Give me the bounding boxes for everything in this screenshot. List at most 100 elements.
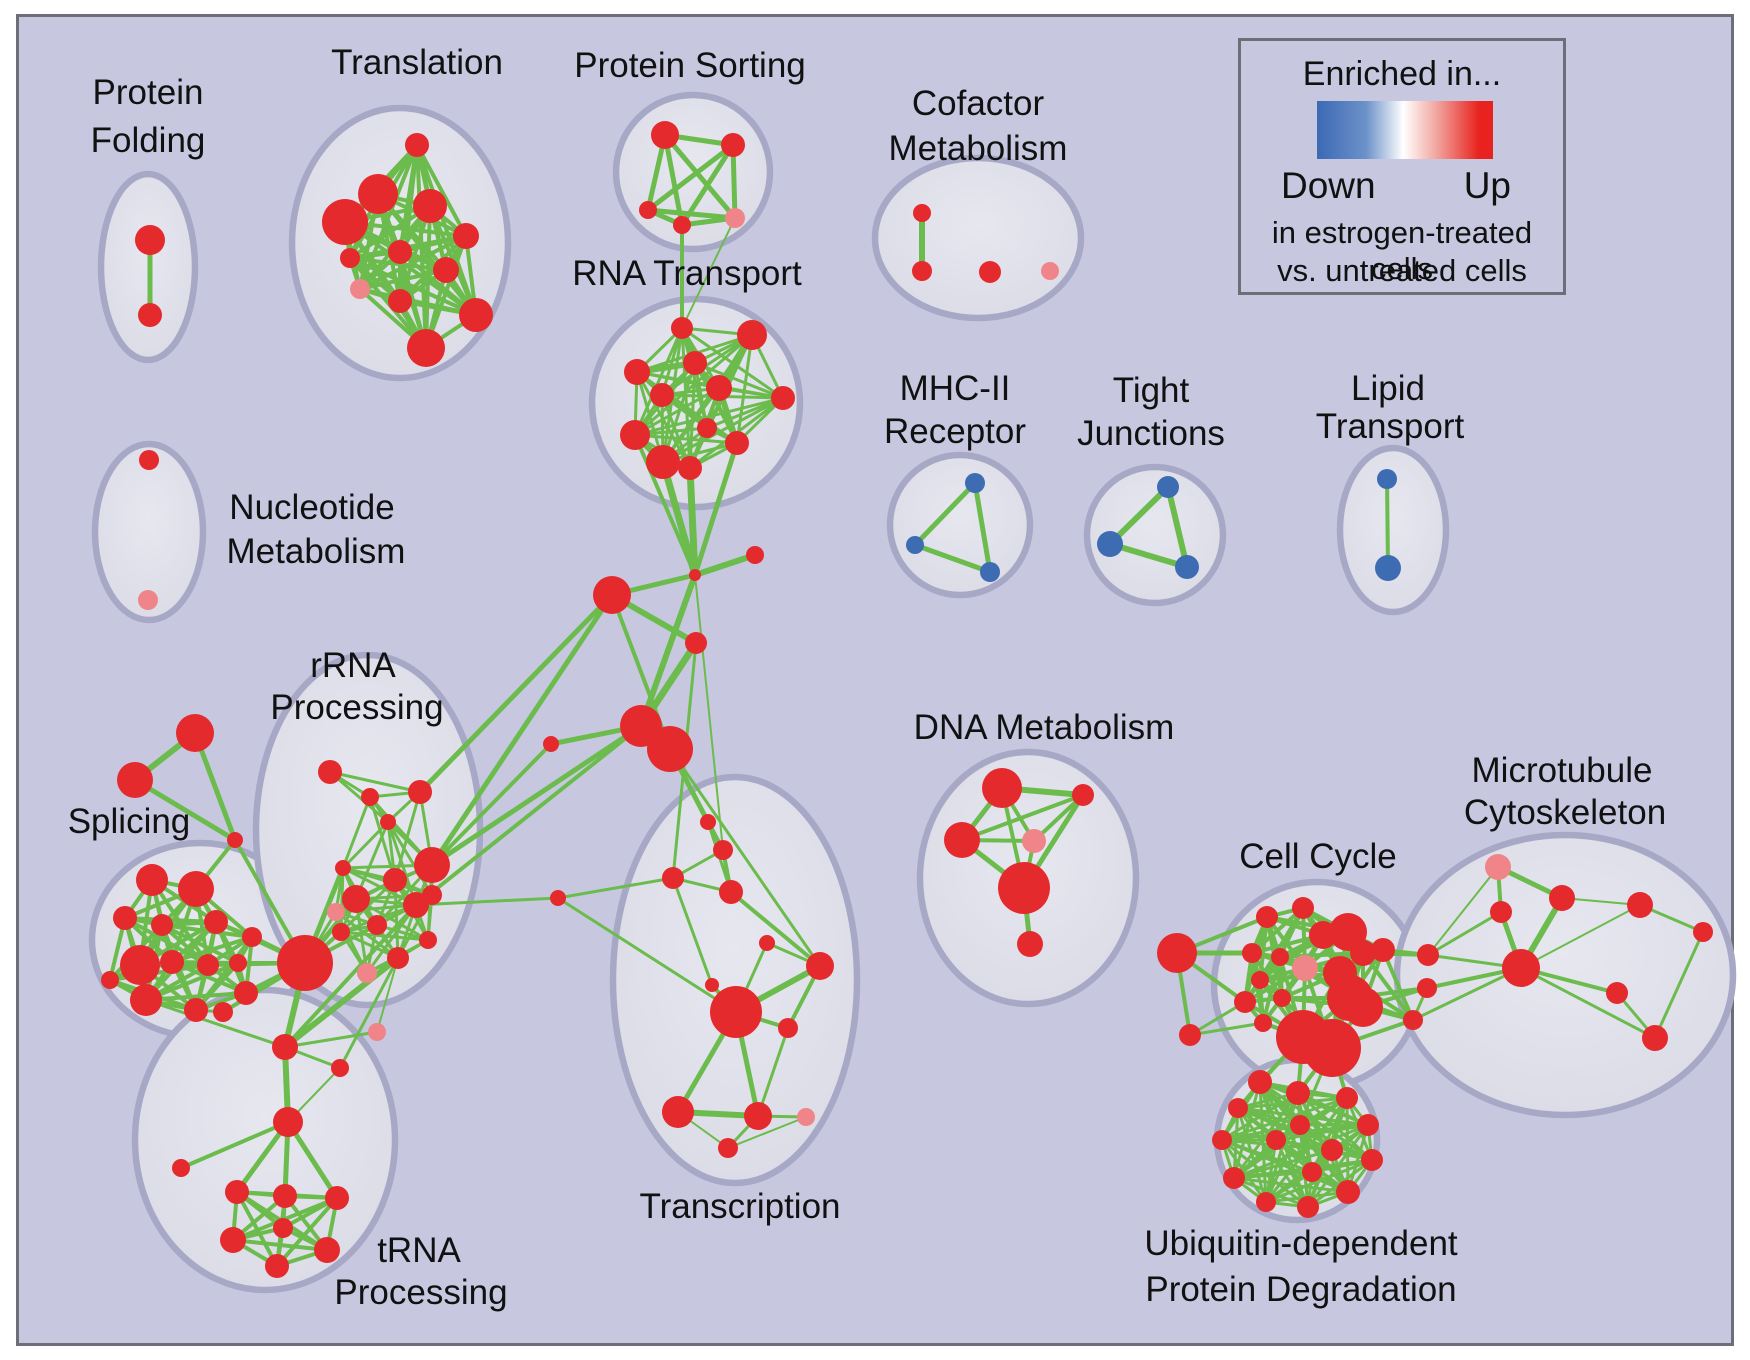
node-s11 [184, 998, 208, 1022]
edge [1107, 541, 1190, 570]
edge [756, 1026, 790, 1118]
node-sb [117, 762, 153, 798]
edge [1236, 1106, 1268, 1204]
edge [694, 574, 724, 851]
node-ps2 [721, 133, 745, 157]
node-tr11 [407, 329, 445, 367]
node-t10 [778, 1018, 798, 1038]
node-g2 [331, 1059, 349, 1077]
node-u1 [1248, 1070, 1272, 1094]
node-cc6 [1271, 948, 1289, 966]
node-u4 [1357, 1114, 1379, 1136]
legend-box: Enriched in... Down Up in estrogen-treat… [1238, 38, 1566, 295]
node-j1 [689, 569, 701, 581]
node-lt2 [1375, 555, 1401, 581]
node-dn3 [944, 822, 980, 858]
node-rt9 [697, 418, 717, 438]
node-t4 [719, 880, 743, 904]
edge [1232, 1170, 1314, 1180]
edge [645, 207, 738, 221]
cluster-label-ubiquitin-2: Protein Degradation [1145, 1270, 1456, 1309]
node-s4 [151, 914, 173, 936]
node-pkc [357, 963, 377, 983]
cluster-ellipse-transcription [609, 773, 861, 1187]
node-lt1 [1377, 469, 1397, 489]
node-dn4 [1022, 829, 1046, 853]
cluster-label-microtubule-1: Microtubule [1472, 751, 1653, 790]
cluster-label-ubiquitin-1: Ubiquitin-dependent [1144, 1224, 1458, 1263]
edge [556, 896, 738, 1014]
node-cc15 [1254, 1014, 1272, 1032]
node-t11 [662, 1096, 694, 1128]
node-u11 [1228, 1098, 1248, 1118]
node-u14 [1266, 1130, 1286, 1150]
node-u6 [1336, 1180, 1360, 1204]
node-tr12 [340, 248, 360, 268]
edge [132, 777, 238, 843]
edge [705, 396, 785, 430]
node-ps1 [651, 121, 679, 149]
node-s6 [242, 927, 262, 947]
edge [341, 820, 390, 870]
node-mc1 [1417, 944, 1439, 966]
node-cf2 [912, 261, 932, 281]
edge [170, 935, 254, 964]
cluster-ellipse-rrna-processing [252, 651, 484, 1009]
node-rt3 [624, 359, 650, 385]
node-r1 [318, 760, 342, 784]
node-r9 [403, 892, 429, 918]
node-mt6 [1627, 892, 1653, 918]
edge [1381, 948, 1415, 1022]
edge [1385, 477, 1390, 570]
cluster-label-rna-transport: RNA Transport [572, 254, 802, 293]
node-cc0b [1179, 1024, 1201, 1046]
node-cr1 [746, 546, 764, 564]
node-u9 [1223, 1167, 1245, 1189]
node-cf4 [1041, 262, 1059, 280]
edge [1411, 966, 1523, 1022]
node-t13 [797, 1108, 815, 1126]
node-u8 [1256, 1192, 1276, 1212]
edge [681, 217, 736, 329]
edge [633, 433, 739, 445]
edge [1561, 897, 1641, 906]
cluster-label-cell-cycle: Cell Cycle [1239, 837, 1397, 876]
edge [1165, 484, 1190, 570]
edge [730, 142, 738, 221]
edge [1220, 1123, 1302, 1142]
cluster-label-dna-metabolism: DNA Metabolism [914, 708, 1175, 747]
cluster-label-lipid-2: Transport [1316, 407, 1465, 446]
node-t1 [700, 814, 716, 830]
node-mc2 [1417, 978, 1437, 998]
node-g1 [213, 1002, 233, 1022]
node-cc19 [1403, 1010, 1423, 1030]
node-r7 [383, 868, 407, 892]
node-pkb [368, 1023, 386, 1041]
edge [912, 480, 978, 548]
edge [960, 793, 1085, 842]
cluster-label-mhc-2: Receptor [884, 412, 1026, 451]
node-s5 [204, 910, 228, 934]
edge [671, 876, 714, 987]
edge [328, 770, 390, 824]
node-r12 [422, 885, 442, 905]
node-tr4 [413, 189, 447, 223]
node-h1 [225, 1180, 249, 1204]
node-nm1 [139, 450, 159, 470]
node-mt8 [1642, 1025, 1668, 1051]
node-nm2 [138, 590, 158, 610]
node-r11 [332, 923, 350, 941]
edge [633, 326, 684, 437]
edge [144, 998, 287, 1049]
edge [662, 132, 685, 228]
node-sa [176, 714, 214, 752]
node-t3 [662, 867, 684, 889]
nodes-layer [101, 121, 1713, 1278]
node-s12 [234, 981, 258, 1005]
edge [1232, 1106, 1240, 1180]
node-h5 [314, 1237, 340, 1263]
edge [1519, 966, 1657, 1040]
node-r2 [408, 780, 432, 804]
